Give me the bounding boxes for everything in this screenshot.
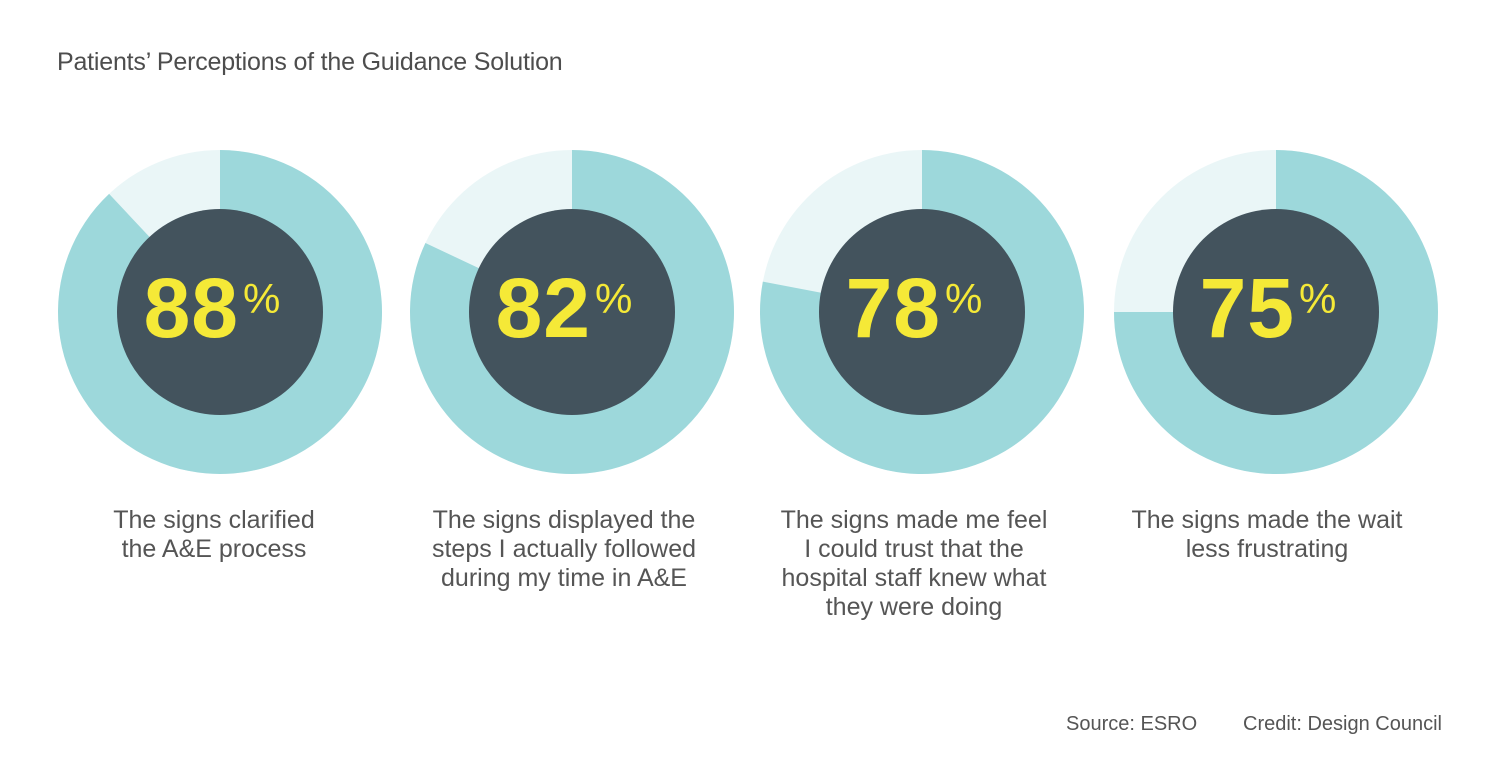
donut-caption-4: The signs made the wait less frustrating	[1131, 506, 1403, 563]
donut-chart-2: 82%	[407, 147, 737, 477]
donut-caption-2: The signs displayed the steps I actually…	[431, 506, 697, 592]
percent-sign: %	[595, 275, 632, 322]
chart-title: Patients’ Perceptions of the Guidance So…	[57, 48, 563, 76]
donut-center-4	[1173, 209, 1379, 415]
donut-center-1	[117, 209, 323, 415]
donut-chart-4: 75%	[1111, 147, 1441, 477]
donut-center-2	[469, 209, 675, 415]
donut-center-3	[819, 209, 1025, 415]
percent-sign: %	[243, 275, 280, 322]
value-number: 75	[1200, 261, 1295, 355]
percent-sign: %	[945, 275, 982, 322]
source-note: Source: ESRO	[1066, 713, 1198, 735]
donut-chart-1: 88%	[55, 147, 385, 477]
value-number: 82	[496, 261, 591, 355]
credit-note: Credit: Design Council	[1243, 713, 1442, 735]
percent-sign: %	[1299, 275, 1336, 322]
donut-caption-1: The signs clarified the A&E process	[113, 506, 315, 563]
value-number: 78	[846, 261, 941, 355]
donut-chart-3: 78%	[757, 147, 1087, 477]
value-number: 88	[144, 261, 239, 355]
donut-value-label-2: 82%	[496, 261, 633, 355]
donut-caption-3: The signs made me feel I could trust tha…	[780, 506, 1048, 621]
donut-value-label-3: 78%	[846, 261, 983, 355]
donut-value-label-1: 88%	[144, 261, 281, 355]
donut-value-label-4: 75%	[1200, 261, 1337, 355]
